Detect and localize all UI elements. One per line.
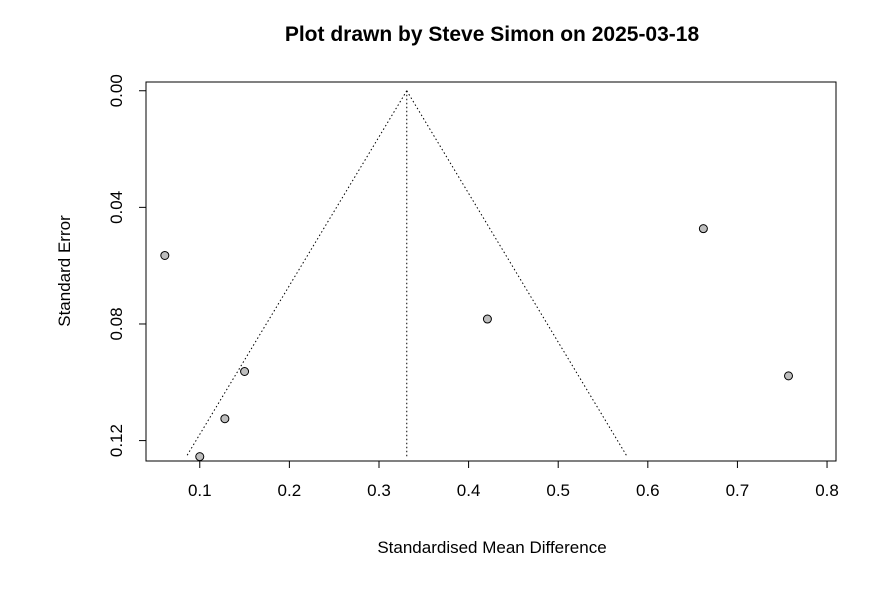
data-point <box>698 224 708 234</box>
data-points <box>160 224 794 462</box>
x-tick-label: 0.7 <box>726 481 750 500</box>
plot-frame <box>145 81 837 462</box>
chart-title: Plot drawn by Steve Simon on 2025-03-18 <box>285 23 700 46</box>
y-axis-label: Standard Error <box>55 215 74 327</box>
x-tick-label: 0.3 <box>367 481 391 500</box>
y-tick-label: 0.00 <box>107 74 126 107</box>
x-tick-label: 0.8 <box>815 481 839 500</box>
funnel-left-line <box>185 90 408 457</box>
x-tick-label: 0.5 <box>546 481 570 500</box>
y-tick-label: 0.08 <box>107 307 126 340</box>
data-point <box>482 314 492 324</box>
data-point <box>220 414 230 424</box>
x-tick-label: 0.2 <box>278 481 302 500</box>
y-tick-label: 0.12 <box>107 424 126 457</box>
x-tick-label: 0.1 <box>188 481 212 500</box>
funnel-right-line <box>406 90 628 457</box>
funnel-lines <box>185 90 628 457</box>
data-point <box>240 366 250 376</box>
data-point <box>784 371 794 381</box>
x-axis: 0.1 0.2 0.3 0.4 0.5 0.6 0.7 0.8 <box>188 460 839 500</box>
x-tick-label: 0.6 <box>636 481 660 500</box>
x-axis-label: Standardised Mean Difference <box>377 538 606 557</box>
y-axis: 0.00 0.04 0.08 0.12 <box>107 74 147 457</box>
data-point <box>195 452 205 462</box>
x-tick-label: 0.4 <box>457 481 481 500</box>
y-tick-label: 0.04 <box>107 191 126 224</box>
data-point <box>160 250 170 260</box>
